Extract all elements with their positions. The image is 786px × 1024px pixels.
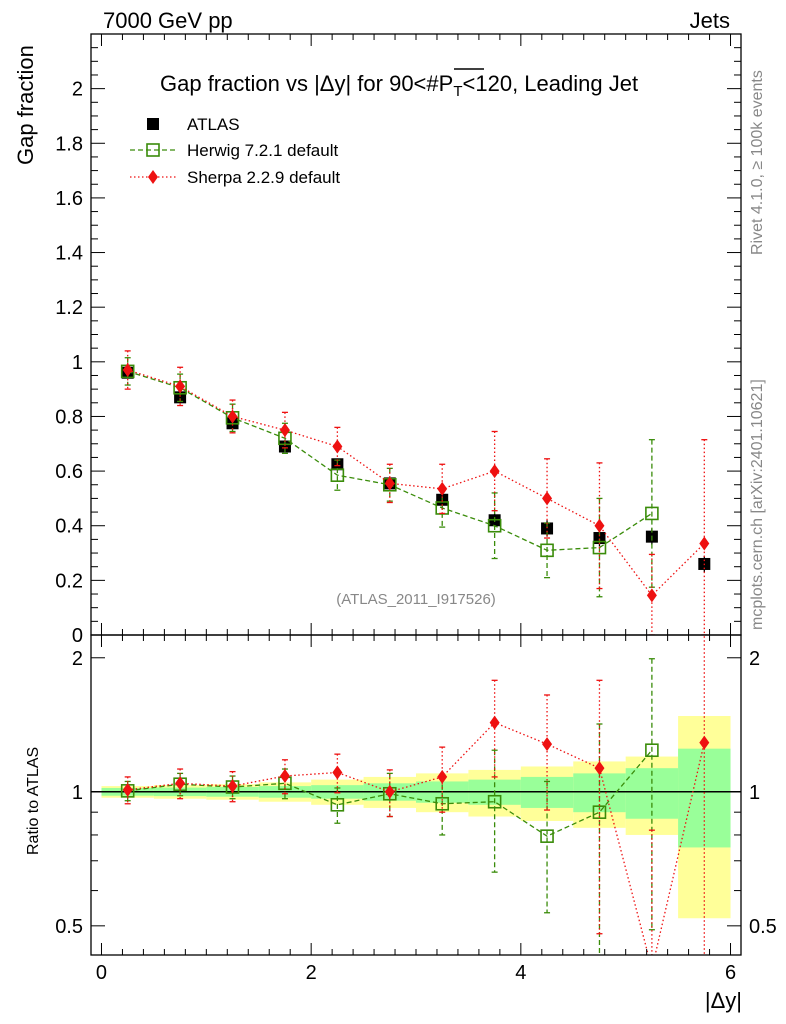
ratio-plot-area <box>91 635 741 976</box>
title-suffix: <120, Leading Jet <box>463 71 639 96</box>
y-tick-label: 0.8 <box>55 406 83 428</box>
ratio-panel: 0 2 4 6 0.5 0.5 1 1 2 2 <box>55 634 777 984</box>
main-plot-area <box>120 350 711 635</box>
ratio-y-tick-label-left: 0.5 <box>55 916 83 938</box>
x-tick-label: 0 <box>96 962 107 984</box>
y-tick-label: 1 <box>72 352 83 374</box>
ratio-sherpa-point <box>647 962 657 976</box>
ratio-y-tick-label-left: 2 <box>72 648 83 670</box>
legend-sherpa-label: Sherpa 2.2.9 default <box>187 168 340 187</box>
ratio-herwig-point <box>540 829 554 843</box>
energy-label: 7000 GeV pp <box>103 8 233 33</box>
sherpa-point <box>122 363 133 378</box>
ratio-sherpa-point <box>384 784 395 799</box>
analysis-watermark: (ATLAS_2011_I917526) <box>336 591 496 608</box>
legend-sherpa-marker <box>148 170 158 184</box>
y-axis-title: Gap fraction <box>13 45 38 165</box>
ratio-y-tick-label-right: 2 <box>749 648 760 670</box>
sherpa-point <box>594 518 605 533</box>
sherpa-point <box>227 409 238 424</box>
herwig-line <box>127 370 653 551</box>
ratio-sherpa-point <box>175 776 186 791</box>
herwig-point <box>645 506 659 521</box>
uncertainty-band-inner <box>625 768 679 819</box>
atlas-point <box>278 440 291 453</box>
y-tick-label: 0.2 <box>55 570 83 592</box>
title-prefix: Gap fraction vs |Δy| for 90<# <box>160 71 439 96</box>
ratio-herwig-point <box>645 743 659 758</box>
sherpa-line <box>127 369 705 597</box>
ratio-y-tick-label-right: 1 <box>749 782 760 804</box>
x-tick-label: 6 <box>725 962 736 984</box>
y-tick-label: 1.6 <box>55 188 83 210</box>
sherpa-point <box>437 481 448 496</box>
ratio-sherpa-point <box>279 769 290 784</box>
ratio-y-tick-label-right: 0.5 <box>749 916 777 938</box>
sherpa-point <box>332 439 343 454</box>
legend-herwig-label: Herwig 7.2.1 default <box>187 141 338 160</box>
ratio-sherpa-point <box>594 761 605 776</box>
sherpa-point <box>384 476 395 491</box>
category-label: Jets <box>690 8 730 33</box>
y-tick-label: 1.4 <box>55 243 83 265</box>
sherpa-point <box>175 379 186 394</box>
ratio-herwig-point <box>330 798 345 812</box>
y-tick-label: 1.2 <box>55 297 83 319</box>
title-subscript: T <box>453 83 462 100</box>
ratio-sherpa-point <box>437 769 448 784</box>
herwig-point <box>487 518 502 533</box>
rivet-label: Rivet 4.1.0, ≥ 100k events <box>749 70 766 255</box>
legend-atlas-marker <box>147 118 159 130</box>
y-tick-label: 0.4 <box>55 516 83 538</box>
ratio-herwig-point <box>592 805 607 819</box>
ratio-sherpa-point <box>699 735 710 750</box>
sherpa-point <box>699 536 710 551</box>
sherpa-point <box>646 588 657 603</box>
ratio-herwig-point <box>435 796 450 811</box>
y-tick-label: 0.6 <box>55 461 83 483</box>
ratio-sherpa-point <box>332 765 343 780</box>
sherpa-point <box>489 464 500 479</box>
ratio-sherpa-point <box>489 715 500 730</box>
y-tick-label: 1.8 <box>55 133 83 155</box>
ratio-sherpa-point <box>542 737 553 752</box>
ratio-y-tick-label-left: 1 <box>72 782 83 804</box>
legend-atlas-label: ATLAS <box>187 115 240 134</box>
herwig-point <box>330 468 345 482</box>
atlas-point <box>541 522 554 535</box>
herwig-point <box>592 540 607 555</box>
x-tick-label: 4 <box>515 962 526 984</box>
legend-herwig-marker <box>146 143 160 157</box>
ratio-herwig-point <box>487 794 502 809</box>
mcplots-label: mcplots.cern.ch [arXiv:2401.10621] <box>749 379 766 630</box>
chart-title: Gap fraction vs |Δy| for 90<#PT<120, Lea… <box>160 71 638 100</box>
x-tick-label: 2 <box>306 962 317 984</box>
y-tick-label: 2 <box>72 79 83 101</box>
sherpa-point <box>542 491 553 506</box>
ratio-y-axis-title: Ratio to ATLAS <box>25 747 42 855</box>
y-tick-label: 0 <box>72 625 83 647</box>
x-axis-title: |Δy| <box>705 988 742 1013</box>
title-overbar: P <box>439 71 454 96</box>
ratio-sherpa-point <box>122 782 133 797</box>
main-panel: 0 0.2 0.4 0.6 0.8 1 1.2 1.4 1.6 1.8 2 <box>55 33 742 647</box>
ratio-sherpa-line <box>127 721 705 955</box>
legend: ATLAS Herwig 7.2.1 default Sherpa 2.2.9 … <box>130 115 340 187</box>
ratio-sherpa-point <box>227 779 238 794</box>
herwig-point <box>540 543 554 558</box>
sherpa-point <box>279 423 290 438</box>
